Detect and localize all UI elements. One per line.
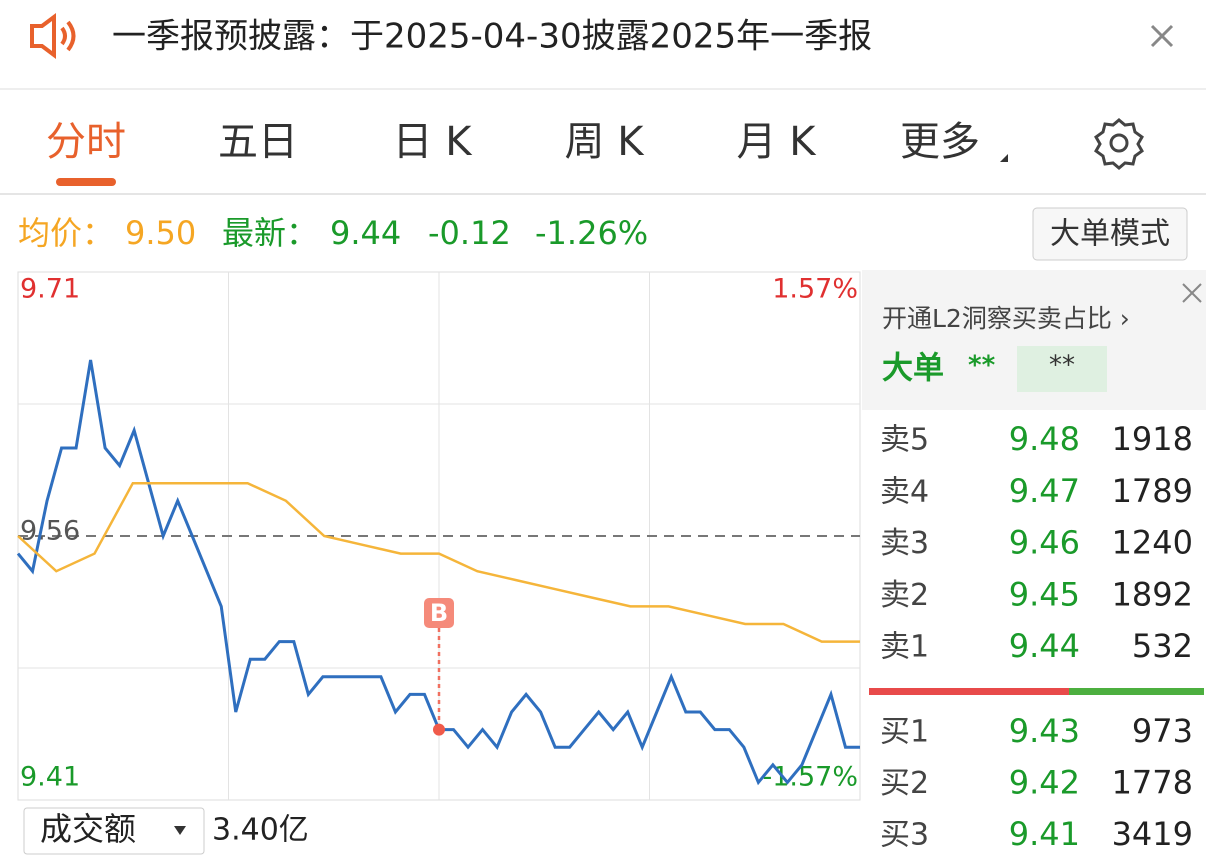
marker-dot <box>433 723 445 736</box>
tab[interactable]: 日 K <box>393 119 474 165</box>
book-price: 9.45 <box>1009 575 1080 613</box>
banner-text: 一季报预披露：于2025-04-30披露2025年一季报 <box>112 17 872 57</box>
book-volume: 1240 <box>1112 524 1193 562</box>
book-label: 卖4 <box>880 474 929 509</box>
book-label: 卖5 <box>880 423 929 458</box>
big-value: ** <box>968 351 996 381</box>
tab[interactable]: 更多 <box>900 119 980 165</box>
book-volume: 973 <box>1132 712 1193 750</box>
selector[interactable] <box>23 807 205 855</box>
y-tick-label: 9.56 <box>20 516 80 547</box>
tab[interactable]: 分时 <box>46 119 126 165</box>
book-price: 9.44 <box>1009 627 1080 665</box>
book-price: 9.42 <box>1009 764 1080 802</box>
price-line <box>17 481 860 643</box>
tab-underline <box>56 178 116 186</box>
book-label: 卖2 <box>880 578 929 613</box>
tab[interactable]: 周 K <box>565 119 646 165</box>
book-label: 买2 <box>880 766 929 801</box>
quote-text: 9.50 <box>125 214 196 252</box>
book-volume: 3419 <box>1112 815 1193 853</box>
amount: 3.40亿 <box>212 813 309 848</box>
book-label: 买3 <box>880 818 929 853</box>
big-label: 大单 <box>882 351 944 387</box>
y-tick-label: 9.41 <box>20 762 80 793</box>
book-volume: 1789 <box>1112 472 1193 510</box>
settings-icon[interactable] <box>1094 118 1144 170</box>
big-box <box>1017 346 1107 392</box>
quote-text: -1.26% <box>535 214 648 252</box>
promo[interactable]: 开通L2洞察买卖占比 › <box>882 304 1130 333</box>
buy-ratio <box>1069 688 1204 695</box>
book-label: 卖1 <box>880 630 929 665</box>
book-label: 买1 <box>880 715 929 750</box>
selector-label: 成交额 <box>40 810 136 848</box>
tab[interactable]: 月 K <box>737 119 818 165</box>
book-volume: 1918 <box>1112 420 1193 458</box>
y2-tick-label: -1.57% <box>762 762 858 793</box>
quote-text: 均价： <box>18 214 114 252</box>
sell-ratio <box>869 688 1069 695</box>
book-volume: 1892 <box>1112 575 1193 613</box>
book-label: 卖3 <box>880 526 929 561</box>
speaker-icon <box>30 13 76 59</box>
book-price: 9.43 <box>1009 712 1080 750</box>
book-volume: 532 <box>1132 627 1193 665</box>
quote-text: 最新： <box>222 214 318 252</box>
tab[interactable]: 五日 <box>218 119 298 165</box>
y-tick-label: 9.71 <box>20 274 80 305</box>
book-volume: 1778 <box>1112 764 1193 802</box>
book-price: 9.41 <box>1009 815 1080 853</box>
marker-badge <box>424 598 454 628</box>
quote-text: 9.44 <box>330 214 401 252</box>
panel-close[interactable] <box>1182 283 1202 303</box>
selector-arrow <box>174 826 186 835</box>
close-button[interactable] <box>1150 24 1174 48</box>
quote-text: -0.12 <box>428 214 511 252</box>
book-price: 9.47 <box>1009 472 1080 510</box>
mode-button-label: 大单模式 <box>1050 217 1170 252</box>
book-price: 9.48 <box>1009 420 1080 458</box>
book-price: 9.46 <box>1009 524 1080 562</box>
more-arrow <box>1000 154 1008 162</box>
mode-button[interactable] <box>1032 207 1188 261</box>
marker-label: B <box>430 599 448 627</box>
big-box-text: ** <box>1049 351 1075 381</box>
y2-tick-label: 1.57% <box>772 274 858 305</box>
